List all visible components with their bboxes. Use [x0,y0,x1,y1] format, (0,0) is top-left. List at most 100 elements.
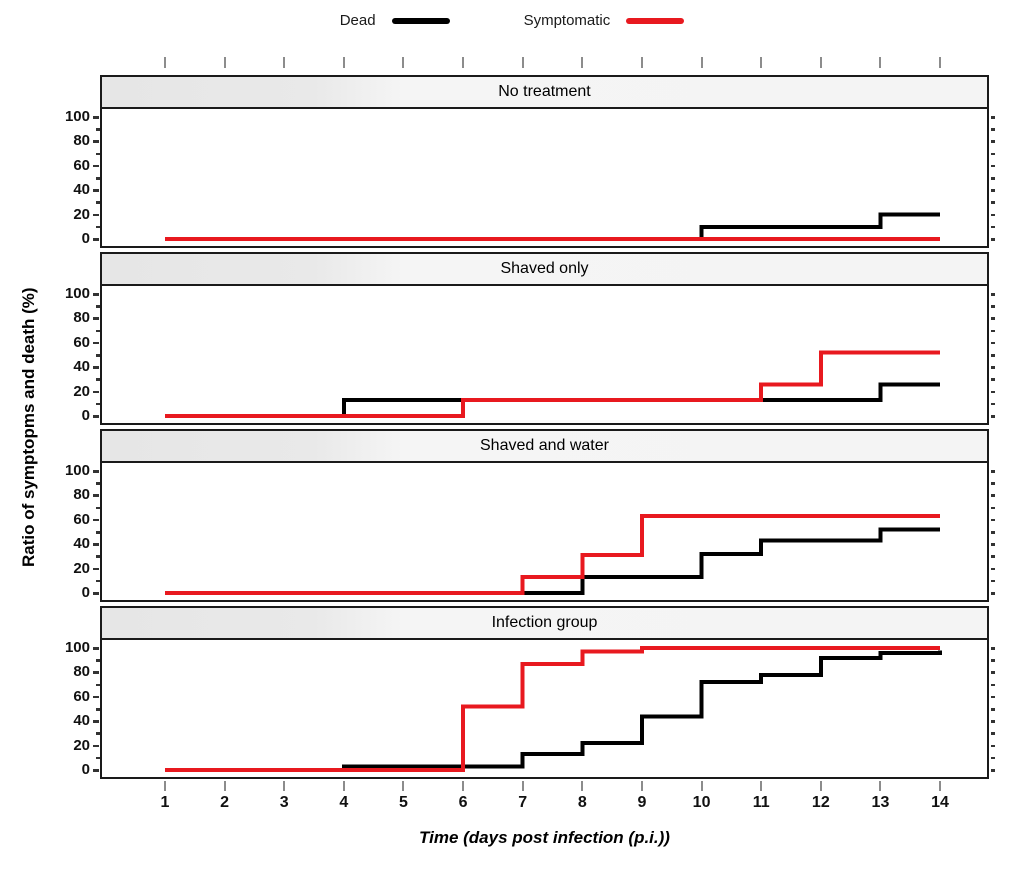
bottom-x-tick [939,781,942,791]
right-y-minor-tick [991,378,995,381]
x-tick-label: 9 [637,794,647,811]
y-tick-label: 100 [64,639,90,656]
symptomatic-step-line [165,350,941,418]
facet-title: Shaved only [500,260,589,277]
step-lines-1 [165,350,941,418]
facet-plot-infection-group [100,638,989,779]
right-y-minor-tick [991,482,995,485]
right-y-minor-tick [991,671,995,674]
right-y-minor-tick [991,152,995,156]
y-tick-label: 20 [73,559,90,577]
x-tick-label: 10 [692,794,711,811]
bottom-x-tick [283,781,286,791]
top-x-tick [462,57,465,68]
top-x-tick [283,57,286,68]
facet-plot-no-treatment [100,107,989,248]
y-tick-label: 100 [64,462,90,479]
y-tick-label: 100 [64,108,90,125]
facet-title: No treatment [498,83,591,100]
right-y-minor-tick [991,744,995,748]
left-y-tick [93,470,99,473]
right-y-minor-tick [991,531,995,534]
right-y-minor-tick [991,592,995,595]
right-y-minor-tick [991,659,995,662]
left-y-tick [93,317,99,320]
facet-strip-shaved-and-water: Shaved and water [100,429,989,461]
left-y-minor-tick [96,152,100,156]
right-y-minor-tick [991,225,995,229]
facet-strip-no-treatment: No treatment [100,75,989,107]
right-y-minor-tick [991,116,995,119]
dead-step-line [165,212,941,241]
y-tick-label: 60 [73,687,90,705]
bottom-x-tick [164,781,166,791]
y-tick-label: 60 [73,156,90,174]
step-lines-3 [165,646,943,772]
facet-plot-shaved-and-water [100,461,989,602]
left-y-tick [93,592,99,595]
right-y-minor-tick [991,238,995,241]
right-y-minor-tick [991,329,995,333]
bottom-x-tick [581,781,584,791]
left-y-tick [93,238,99,241]
left-y-minor-tick [96,482,100,485]
left-y-tick [93,671,99,674]
right-y-minor-tick [991,647,995,650]
bottom-x-tick [462,781,465,791]
right-y-minor-tick [991,555,995,558]
left-y-tick [93,415,99,418]
symptomatic-step-line [165,514,941,595]
x-tick-label: 3 [279,794,289,811]
left-y-tick [93,164,99,168]
left-y-tick [93,213,99,217]
top-x-tick [819,57,822,68]
left-y-minor-tick [96,531,100,534]
dead-line-swatch [391,17,450,24]
left-y-minor-tick [96,683,100,687]
x-tick-label: 5 [399,794,408,811]
left-y-tick [93,341,99,345]
left-y-tick [93,366,99,369]
left-y-minor-tick [96,402,100,406]
right-y-minor-tick [991,164,995,168]
left-y-tick [93,293,99,296]
step-lines-0 [165,212,941,241]
right-y-minor-tick [991,354,995,357]
dead-step-line [165,650,943,772]
x-tick-label: 13 [871,794,890,811]
x-tick-label: 11 [752,794,770,811]
right-y-minor-tick [991,470,995,473]
y-tick-label: 20 [73,205,90,223]
legend-label-symptomatic: Symptomatic [523,12,611,29]
bottom-x-tick [521,781,524,791]
y-tick-label: 80 [73,486,90,504]
right-y-minor-tick [991,415,995,418]
x-tick-label: 14 [931,794,949,811]
right-y-minor-tick [991,756,995,760]
right-y-minor-tick [991,140,995,143]
left-y-minor-tick [96,128,100,131]
left-y-tick [93,695,99,699]
bottom-x-tick [342,781,345,791]
left-y-tick [93,390,99,394]
left-y-minor-tick [96,659,100,662]
left-y-tick [93,189,99,192]
y-tick-label: 100 [64,285,90,302]
left-y-tick [93,647,99,650]
y-tick-label: 80 [73,309,90,327]
x-tick-label: 1 [160,794,170,811]
symptomatic-line-swatch [626,17,685,24]
y-tick-label: 60 [73,510,90,528]
y-tick-label: 40 [73,535,90,553]
left-y-tick [93,744,99,748]
left-y-tick [93,494,99,497]
right-y-minor-tick [991,683,995,687]
right-y-minor-tick [991,305,995,308]
top-x-tick [939,57,942,68]
left-y-tick [93,769,99,772]
left-y-minor-tick [96,225,100,229]
top-x-tick [700,57,703,68]
right-y-minor-tick [991,213,995,217]
x-tick-label: 8 [577,794,587,811]
